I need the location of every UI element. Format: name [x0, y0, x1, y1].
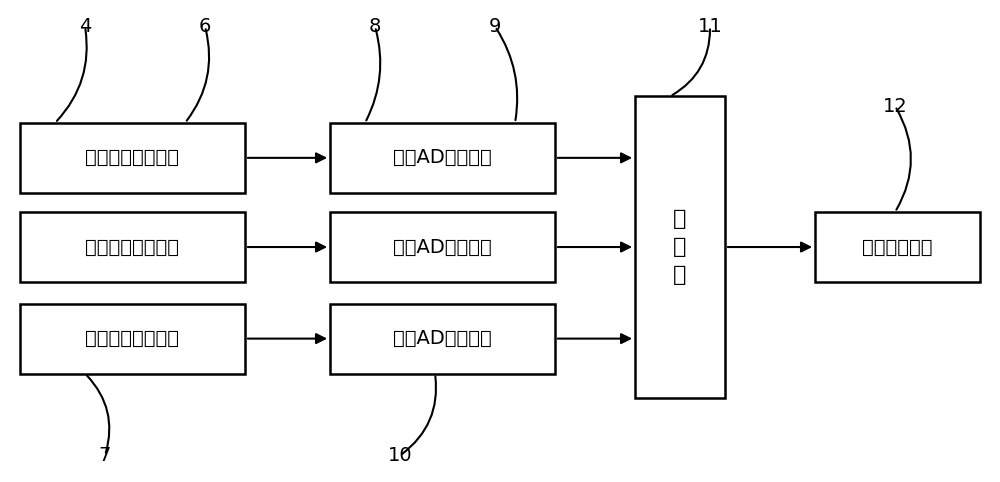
Bar: [20, 304, 245, 374]
Text: 12: 12: [883, 96, 907, 116]
Text: 第二AD转换模块: 第二AD转换模块: [393, 238, 492, 256]
Text: 第一电压测量模块: 第一电压测量模块: [86, 148, 180, 167]
Text: 第一AD转换模块: 第一AD转换模块: [393, 148, 492, 167]
Bar: [330, 123, 555, 193]
Bar: [20, 123, 245, 193]
Text: 输出指示模块: 输出指示模块: [862, 238, 933, 256]
Bar: [815, 212, 980, 282]
Bar: [330, 304, 555, 374]
Bar: [635, 96, 725, 398]
Text: 11: 11: [698, 17, 722, 36]
Text: 第三AD转换模块: 第三AD转换模块: [393, 329, 492, 348]
Text: 第二电压测量模块: 第二电压测量模块: [86, 238, 180, 256]
Text: 8: 8: [369, 17, 381, 36]
Bar: [20, 212, 245, 282]
Text: 10: 10: [388, 446, 412, 465]
Text: 6: 6: [199, 17, 211, 36]
Text: 第三电压测量模块: 第三电压测量模块: [86, 329, 180, 348]
Text: 7: 7: [99, 446, 111, 465]
Text: 9: 9: [489, 17, 501, 36]
Text: 4: 4: [79, 17, 91, 36]
Text: 控
制
器: 控 制 器: [673, 209, 687, 285]
Bar: [330, 212, 555, 282]
